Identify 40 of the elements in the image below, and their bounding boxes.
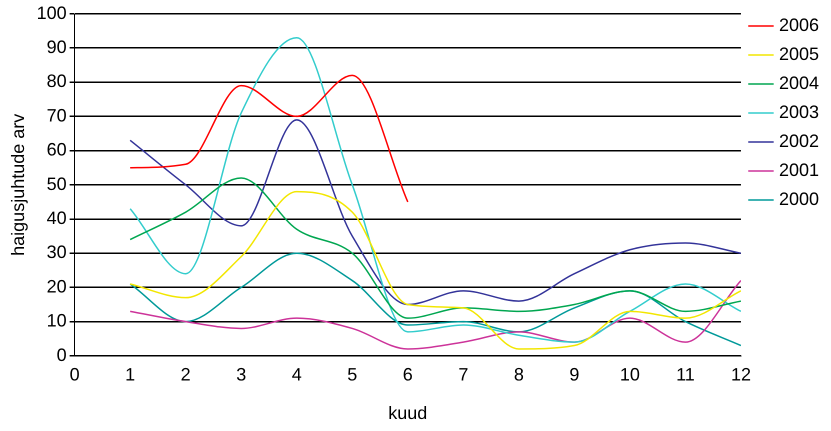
legend-label: 2000 — [778, 188, 820, 209]
y-tick-label: 10 — [46, 310, 67, 331]
legend-label: 2004 — [778, 72, 820, 93]
x-tick-label: 11 — [676, 364, 695, 385]
x-tick-label: 9 — [569, 364, 580, 385]
x-tick-label: 10 — [620, 364, 640, 385]
legend-label: 2003 — [778, 102, 820, 122]
y-tick-label: 60 — [46, 140, 67, 160]
x-tick-label: 1 — [125, 364, 136, 385]
line-series — [129, 252, 741, 346]
y-tick-label: 50 — [46, 174, 67, 194]
y-tick-label: 40 — [46, 208, 67, 228]
x-tick-label: 5 — [347, 364, 358, 385]
legend-label: 2002 — [778, 130, 820, 151]
x-tick-label: 8 — [514, 364, 524, 385]
y-tick-label: 30 — [46, 242, 67, 262]
line-series — [129, 74, 409, 203]
legend-label: 2005 — [778, 44, 820, 64]
line-series — [129, 280, 741, 350]
line-series — [129, 36, 741, 343]
line-series — [129, 119, 741, 306]
y-tick-label: 0 — [56, 344, 67, 365]
y-tick-label: 70 — [46, 105, 67, 126]
legend-label: 2006 — [778, 14, 820, 35]
x-tick-label: 6 — [402, 364, 413, 385]
y-tick-label: 90 — [46, 36, 67, 57]
line-series — [129, 190, 741, 350]
x-tick-label: 7 — [458, 364, 468, 385]
y-tick-label: 100 — [36, 2, 67, 23]
x-tick-label: 12 — [730, 364, 751, 385]
x-tick-label: 0 — [70, 364, 80, 385]
y-tick-label: 80 — [46, 71, 67, 92]
legend-label: 2001 — [778, 160, 820, 180]
y-tick-label: 20 — [46, 276, 67, 296]
y-axis-title: haigusjuhtude arv — [8, 114, 28, 256]
x-tick-label: 4 — [292, 364, 302, 385]
x-axis-title: kuud — [388, 403, 428, 424]
line-series — [129, 177, 741, 319]
x-tick-label: 3 — [236, 364, 246, 385]
x-tick-label: 2 — [180, 364, 191, 385]
